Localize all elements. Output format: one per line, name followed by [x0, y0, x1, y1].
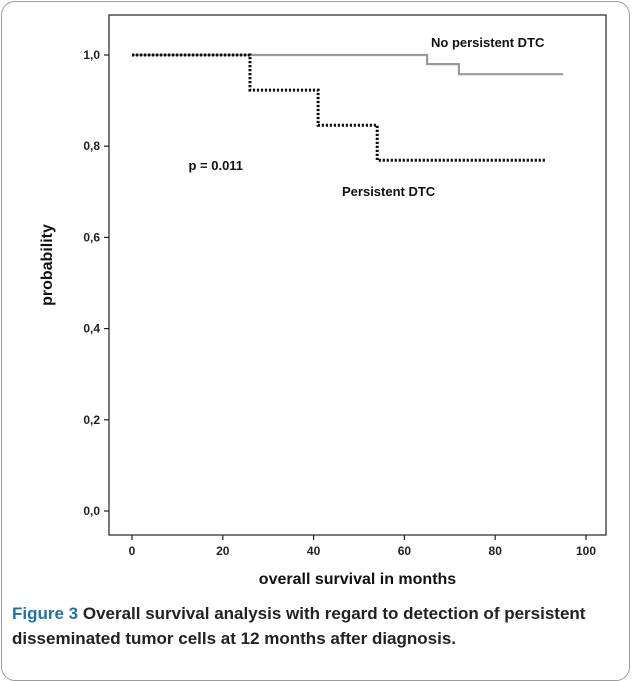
figure-caption-text: Overall survival analysis with regard to…: [12, 604, 586, 648]
y-tick-label: 0,6: [83, 230, 100, 244]
y-tick-label: 0,0: [83, 504, 100, 518]
x-axis-title: overall survival in months: [259, 571, 457, 588]
x-tick-label: 40: [307, 544, 321, 558]
y-tick-label: 0,2: [83, 413, 100, 427]
x-tick-label: 60: [398, 544, 412, 558]
y-tick-label: 0,4: [83, 322, 100, 336]
series-label-persistent-dtc: Persistent DTC: [342, 184, 436, 199]
x-tick-label: 0: [129, 544, 136, 558]
survival-chart: 0 20 40 60 80 100 0,0 0,2 0,4 0,6 0,8 1,0 overall s…: [39, 14, 607, 588]
figure-label: Figure 3: [12, 604, 79, 623]
plot-area: [108, 14, 607, 536]
y-tick-label: 0,8: [83, 139, 100, 153]
survival-curves: [132, 53, 564, 162]
series-line-persistent-dtc: [132, 53, 546, 162]
y-tick-label: 1,0: [83, 48, 100, 62]
series-line-no-persistent-dtc: [132, 53, 564, 76]
series-label-no-persistent-dtc: No persistent DTC: [431, 35, 545, 50]
x-tick-label: 20: [216, 544, 230, 558]
figure-caption: Figure 3 Overall survival analysis with …: [12, 601, 624, 651]
y-axis-title: probability: [39, 224, 56, 306]
chart-axes: 0 20 40 60 80 100 0,0 0,2 0,4 0,6 0,8 1,0: [83, 14, 607, 558]
p-value-annotation: p = 0.011: [188, 158, 243, 173]
x-tick-label: 100: [576, 544, 596, 558]
x-tick-label: 80: [489, 544, 503, 558]
chart-labels: overall survival in months probability No …: [39, 35, 545, 588]
